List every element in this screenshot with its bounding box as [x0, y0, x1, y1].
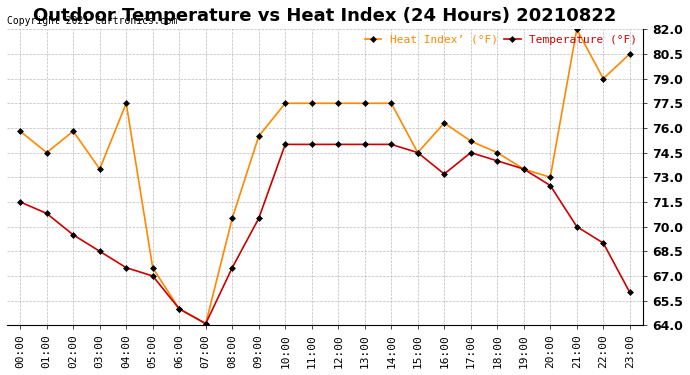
- Temperature (°F): [122, 266, 130, 270]
- Heat Index’ (°F): [255, 134, 263, 138]
- Title: Outdoor Temperature vs Heat Index (24 Hours) 20210822: Outdoor Temperature vs Heat Index (24 Ho…: [33, 7, 617, 25]
- Temperature (°F): [546, 183, 554, 188]
- Heat Index’ (°F): [573, 27, 581, 32]
- Temperature (°F): [493, 159, 502, 163]
- Heat Index’ (°F): [308, 101, 316, 105]
- Temperature (°F): [626, 290, 634, 295]
- Heat Index’ (°F): [599, 76, 607, 81]
- Line: Heat Index’ (°F): Heat Index’ (°F): [18, 27, 632, 326]
- Temperature (°F): [413, 150, 422, 155]
- Temperature (°F): [387, 142, 395, 147]
- Heat Index’ (°F): [228, 216, 237, 220]
- Temperature (°F): [228, 266, 237, 270]
- Heat Index’ (°F): [122, 101, 130, 105]
- Heat Index’ (°F): [281, 101, 289, 105]
- Heat Index’ (°F): [175, 307, 184, 311]
- Temperature (°F): [281, 142, 289, 147]
- Heat Index’ (°F): [334, 101, 342, 105]
- Legend: Heat Index’ (°F), Temperature (°F): Heat Index’ (°F), Temperature (°F): [365, 35, 638, 45]
- Heat Index’ (°F): [546, 175, 554, 180]
- Temperature (°F): [96, 249, 104, 254]
- Temperature (°F): [466, 150, 475, 155]
- Heat Index’ (°F): [43, 150, 51, 155]
- Heat Index’ (°F): [148, 266, 157, 270]
- Temperature (°F): [440, 172, 449, 176]
- Heat Index’ (°F): [493, 150, 502, 155]
- Temperature (°F): [361, 142, 369, 147]
- Heat Index’ (°F): [440, 121, 449, 125]
- Line: Temperature (°F): Temperature (°F): [18, 142, 632, 326]
- Temperature (°F): [520, 167, 528, 171]
- Heat Index’ (°F): [413, 150, 422, 155]
- Heat Index’ (°F): [520, 167, 528, 171]
- Heat Index’ (°F): [96, 167, 104, 171]
- Heat Index’ (°F): [69, 129, 77, 134]
- Heat Index’ (°F): [201, 321, 210, 326]
- Temperature (°F): [255, 216, 263, 220]
- Temperature (°F): [308, 142, 316, 147]
- Heat Index’ (°F): [16, 129, 24, 134]
- Temperature (°F): [334, 142, 342, 147]
- Temperature (°F): [175, 307, 184, 311]
- Heat Index’ (°F): [626, 52, 634, 56]
- Temperature (°F): [599, 241, 607, 245]
- Temperature (°F): [148, 274, 157, 278]
- Temperature (°F): [16, 200, 24, 204]
- Heat Index’ (°F): [387, 101, 395, 105]
- Temperature (°F): [43, 211, 51, 216]
- Heat Index’ (°F): [361, 101, 369, 105]
- Text: Copyright 2021 Cartronics.com: Copyright 2021 Cartronics.com: [7, 16, 177, 26]
- Temperature (°F): [69, 232, 77, 237]
- Temperature (°F): [573, 224, 581, 229]
- Heat Index’ (°F): [466, 139, 475, 143]
- Temperature (°F): [201, 321, 210, 326]
